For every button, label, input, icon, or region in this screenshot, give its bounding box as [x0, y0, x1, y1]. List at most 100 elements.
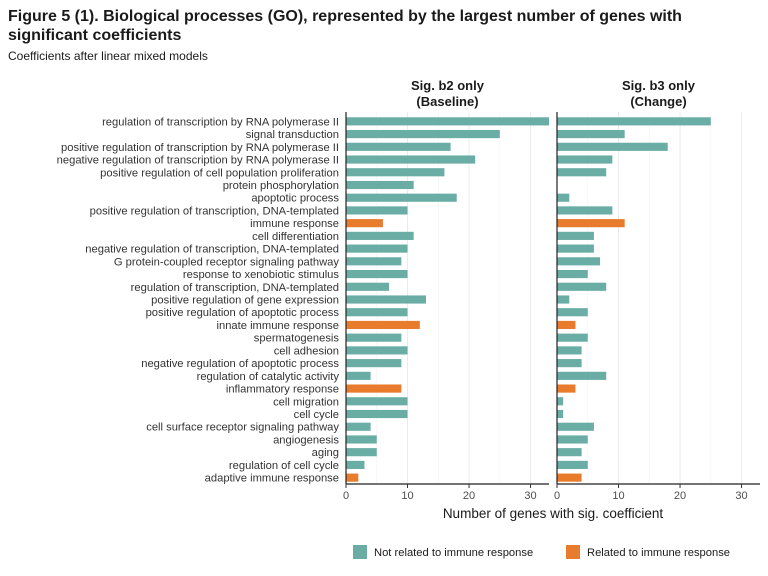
- bar: [557, 359, 582, 368]
- bar: [346, 359, 402, 368]
- bar: [557, 397, 564, 406]
- bar: [557, 142, 668, 151]
- bar: [557, 371, 607, 380]
- category-label: angiogenesis: [273, 434, 339, 446]
- bar: [557, 320, 576, 330]
- x-tick-label: 20: [463, 490, 475, 502]
- x-tick-label: 30: [735, 490, 747, 502]
- category-label: positive regulation of cell population p…: [100, 167, 339, 179]
- bar: [346, 257, 402, 266]
- category-label: cell differentiation: [252, 231, 339, 243]
- legend-swatch: [566, 545, 580, 559]
- bar: [346, 409, 408, 419]
- bar: [346, 168, 445, 177]
- bar: [557, 295, 570, 304]
- chart-subtitle: Coefficients after linear mixed models: [8, 49, 208, 63]
- bar: [346, 384, 402, 393]
- x-tick-label: 0: [554, 490, 560, 502]
- bar: [557, 219, 625, 228]
- bar: [346, 219, 383, 228]
- bar: [346, 231, 414, 240]
- bar: [557, 130, 625, 139]
- bar: [557, 257, 601, 266]
- bar: [346, 308, 408, 317]
- category-label: cell adhesion: [274, 345, 339, 357]
- bar: [346, 142, 451, 151]
- category-label: signal transduction: [246, 129, 339, 141]
- bar: [557, 409, 564, 419]
- bar: [557, 308, 588, 317]
- bar: [557, 448, 582, 457]
- bar: [557, 206, 613, 215]
- bar: [346, 180, 414, 190]
- category-label: spermatogenesis: [254, 333, 340, 345]
- x-tick-label: 10: [612, 490, 624, 502]
- x-tick-label: 20: [674, 490, 686, 502]
- bar: [346, 371, 371, 380]
- panel-subtitle: (Baseline): [416, 94, 478, 109]
- bar: [557, 193, 570, 202]
- chart-title: Figure 5 (1). Biological processes (GO),…: [8, 8, 682, 44]
- bar: [557, 231, 594, 240]
- category-label: positive regulation of apoptotic process: [146, 307, 340, 319]
- bar: [557, 384, 576, 393]
- bar: [346, 460, 365, 469]
- bar: [346, 397, 408, 406]
- panel-title: Sig. b2 only: [411, 78, 485, 93]
- category-label: positive regulation of gene expression: [151, 295, 339, 307]
- x-tick-label: 10: [401, 490, 413, 502]
- x-tick-label: 0: [343, 490, 349, 502]
- category-label: apoptotic process: [251, 193, 339, 205]
- category-label: G protein-coupled receptor signaling pat…: [114, 256, 340, 268]
- panel-title: Sig. b3 only: [622, 78, 696, 93]
- bar: [346, 333, 402, 342]
- bar: [346, 193, 457, 202]
- bar: [346, 473, 359, 482]
- category-label: protein phosphorylation: [223, 180, 339, 192]
- bar: [557, 244, 594, 253]
- bar: [346, 435, 377, 444]
- legend-swatch: [353, 545, 367, 559]
- bar: [557, 435, 588, 444]
- category-label: positive regulation of transcription, DN…: [90, 205, 339, 217]
- category-label: inflammatory response: [226, 384, 339, 396]
- bar: [346, 155, 476, 164]
- bar: [346, 422, 371, 431]
- bar: [557, 460, 588, 469]
- category-label: adaptive immune response: [205, 473, 339, 485]
- category-label: negative regulation of transcription by …: [57, 155, 339, 167]
- bar: [557, 269, 588, 279]
- bar: [346, 295, 426, 304]
- category-label: cell migration: [273, 396, 339, 408]
- bar: [346, 130, 500, 139]
- category-label: aging: [312, 447, 339, 459]
- panel-subtitle: (Change): [630, 94, 686, 109]
- bar: [557, 117, 711, 126]
- bar: [557, 155, 613, 164]
- bar: [557, 346, 582, 355]
- x-axis-title: Number of genes with sig. coefficient: [443, 506, 664, 521]
- bar: [346, 117, 549, 126]
- bar: [346, 244, 408, 253]
- category-label: regulation of cell cycle: [229, 460, 339, 472]
- category-label: regulation of transcription by RNA polym…: [102, 116, 339, 128]
- bar: [557, 422, 594, 431]
- category-label: regulation of transcription, DNA-templat…: [131, 282, 339, 294]
- bar: [346, 282, 390, 291]
- category-label: negative regulation of transcription, DN…: [85, 244, 339, 256]
- category-label: immune response: [250, 218, 339, 230]
- legend-label: Not related to immune response: [374, 547, 533, 559]
- category-label: positive regulation of transcription by …: [61, 142, 339, 154]
- bar: [557, 168, 607, 177]
- bar: [557, 282, 607, 291]
- x-tick-label: 30: [524, 490, 536, 502]
- category-label: innate immune response: [216, 320, 339, 332]
- bar: [346, 346, 408, 355]
- bar: [557, 473, 582, 482]
- bar: [346, 269, 408, 279]
- category-label: cell surface receptor signaling pathway: [146, 422, 339, 434]
- category-label: response to xenobiotic stimulus: [183, 269, 339, 281]
- category-label: regulation of catalytic activity: [197, 371, 340, 383]
- bar: [346, 448, 377, 457]
